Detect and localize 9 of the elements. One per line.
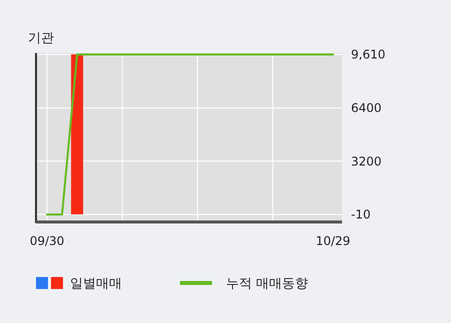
x-tick-label: 10/29 bbox=[316, 234, 350, 248]
y-tick-label: 6400 bbox=[351, 101, 382, 116]
legend-label: 누적 매매동향 bbox=[226, 276, 308, 292]
chart-title: 기관 bbox=[28, 31, 54, 46]
y-tick-label: 3200 bbox=[351, 154, 382, 168]
y-tick-label: 9,610 bbox=[351, 48, 386, 62]
legend-label: 일별매매 bbox=[70, 276, 122, 292]
x-tick-label: 09/30 bbox=[30, 234, 64, 248]
y-tick-label: -10 bbox=[351, 208, 371, 222]
